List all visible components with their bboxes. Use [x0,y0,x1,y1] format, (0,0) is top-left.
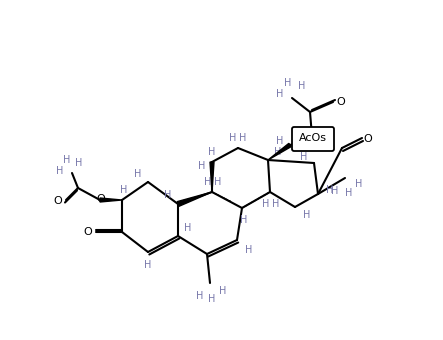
Text: O: O [84,227,93,237]
Text: H: H [274,147,282,157]
Text: AcOs: AcOs [299,133,327,143]
Text: H: H [345,188,353,198]
Text: H: H [272,199,280,209]
Text: H: H [276,136,284,146]
Text: H: H [75,158,83,168]
Text: O: O [364,134,373,144]
Text: H: H [303,210,311,220]
Text: H: H [120,185,128,195]
Text: H: H [240,215,248,225]
Text: H: H [300,152,308,162]
Text: H: H [239,133,247,143]
Text: H: H [276,89,284,99]
Text: H: H [219,286,227,296]
Text: O: O [97,194,105,204]
Polygon shape [210,162,214,192]
Polygon shape [177,192,212,206]
Text: H: H [355,179,363,189]
Text: H: H [134,169,142,179]
Polygon shape [100,198,122,202]
Text: H: H [208,294,216,304]
Polygon shape [268,143,291,160]
Text: H: H [214,177,222,187]
Text: H: H [196,291,204,301]
Text: H: H [331,186,339,196]
Text: H: H [284,78,291,88]
Text: H: H [63,155,71,165]
FancyBboxPatch shape [292,127,334,151]
Text: H: H [229,133,237,143]
Text: H: H [184,223,192,233]
Text: H: H [245,245,253,255]
Text: H: H [164,190,172,200]
Text: O: O [54,196,62,206]
Text: H: H [262,199,270,209]
Text: H: H [198,161,206,171]
Text: O: O [337,97,346,107]
Text: H: H [326,185,334,195]
Text: H: H [204,177,212,187]
Text: H: H [208,147,216,157]
Text: H: H [298,81,306,91]
Text: H: H [144,260,152,270]
Text: H: H [56,166,64,176]
